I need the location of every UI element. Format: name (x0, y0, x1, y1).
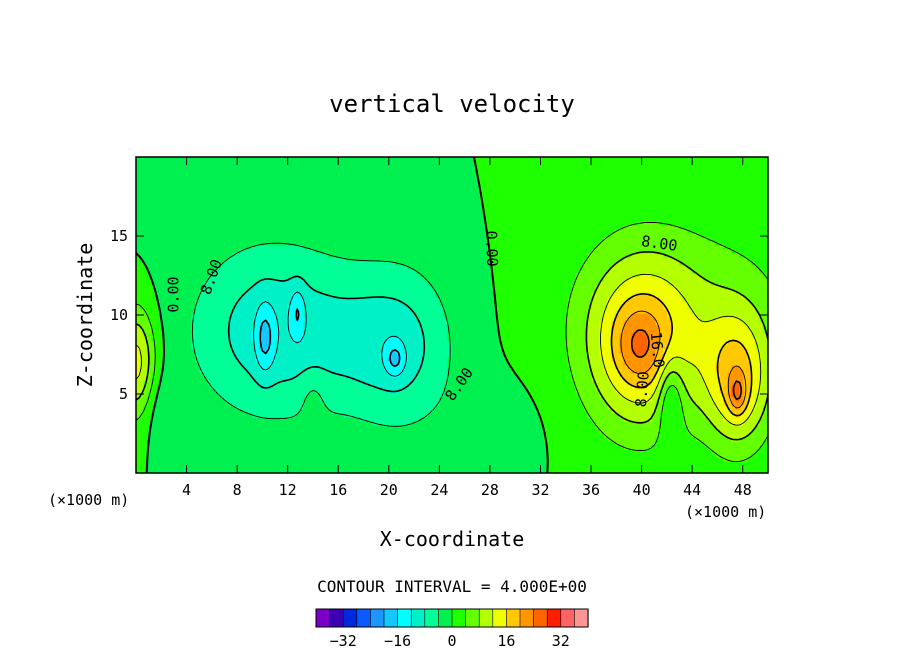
x-tick-label: 28 (481, 481, 499, 499)
colorbar-swatch (410, 608, 426, 628)
colorbar-swatch (342, 608, 358, 628)
x-unit-left: (×1000 m) (48, 491, 129, 509)
contour-line (610, 293, 753, 417)
colorbar-tick-label: 16 (497, 632, 515, 650)
contour-line (191, 242, 451, 427)
x-tick-label: 20 (380, 481, 398, 499)
x-unit-right: (×1000 m) (685, 503, 766, 521)
colorbar-swatch (519, 608, 535, 628)
contour-interval-text: CONTOUR INTERVAL = 4.000E+00 (317, 577, 587, 596)
contour-label: 8.00 (632, 370, 653, 408)
x-tick-label: 8 (233, 481, 242, 499)
x-tick-label: 12 (279, 481, 297, 499)
contour-line (136, 251, 768, 441)
colorbar: −32 −16 0 16 32 (315, 608, 589, 650)
colorbar-swatch (560, 608, 575, 628)
colorbar-swatch (492, 608, 507, 628)
colorbar-swatch (533, 608, 548, 628)
x-tick-label: 16 (329, 481, 347, 499)
contour-field (136, 157, 768, 473)
colorbar-swatch (370, 608, 385, 628)
x-tick-label: 32 (531, 481, 549, 499)
colorbar-swatch (329, 608, 344, 628)
y-axis-label: Z-coordinate (73, 243, 97, 388)
y-tick-label: 15 (110, 227, 128, 245)
chart-title: vertical velocity (329, 90, 575, 118)
contour-label: 8.00 (640, 232, 678, 255)
colorbar-swatch (451, 608, 467, 628)
colorbar-tick-label: −32 (330, 632, 357, 650)
contour-line (136, 157, 549, 473)
y-tick-label: 10 (110, 306, 128, 324)
contour-line (227, 275, 426, 393)
contour-line (136, 221, 768, 463)
contour-line (259, 308, 401, 368)
colorbar-swatch (315, 608, 331, 628)
contour-line (630, 329, 742, 400)
x-tick-label: 40 (633, 481, 651, 499)
x-tick-label: 36 (582, 481, 600, 499)
contour-line (253, 291, 407, 377)
colorbar-swatch (397, 608, 412, 628)
colorbar-swatch (574, 608, 589, 628)
x-tick-label: 4 (182, 481, 191, 499)
contour-label: 16.0 (647, 331, 668, 369)
contour-line (136, 273, 762, 426)
colorbar-swatch (438, 608, 453, 628)
y-axis: 5 10 15 (110, 227, 768, 403)
y-tick-label: 5 (119, 385, 128, 403)
contour-line (620, 310, 747, 409)
colorbar-swatch (424, 608, 439, 628)
colorbar-swatch (465, 608, 480, 628)
colorbar-swatch (356, 608, 371, 628)
colorbar-swatch (478, 608, 494, 628)
colorbar-swatch (383, 608, 399, 628)
contour-lines (136, 157, 768, 473)
contour-label: 0.00 (164, 276, 182, 312)
x-tick-label: 24 (430, 481, 448, 499)
x-tick-label: 44 (683, 481, 701, 499)
colorbar-swatch (546, 608, 562, 628)
colorbar-tick-label: 32 (552, 632, 570, 650)
x-tick-label: 48 (734, 481, 752, 499)
colorbar-tick-label: −16 (384, 632, 411, 650)
x-axis-label: X-coordinate (380, 527, 525, 551)
contour-label: 0.00 (482, 230, 501, 267)
colorbar-tick-label: 0 (447, 632, 456, 650)
colorbar-swatch (506, 608, 521, 628)
x-axis: 4 8 12 16 20 24 28 32 36 40 44 48 (182, 157, 752, 499)
